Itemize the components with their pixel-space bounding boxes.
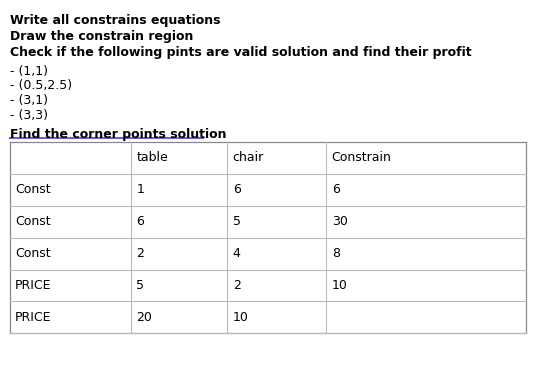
Text: Const: Const [15,183,51,196]
Text: 2: 2 [136,247,144,260]
Text: - (3,3): - (3,3) [10,109,48,122]
Text: 6: 6 [136,215,144,228]
Text: PRICE: PRICE [15,311,51,324]
Text: chair: chair [233,151,264,165]
Text: Check if the following pints are valid solution and find their profit: Check if the following pints are valid s… [10,46,471,59]
Text: - (0.5,2.5): - (0.5,2.5) [10,79,72,92]
Text: PRICE: PRICE [15,279,51,292]
Text: Find the corner points solution: Find the corner points solution [10,128,226,141]
Text: 1: 1 [136,183,144,196]
Text: 6: 6 [233,183,241,196]
Text: Constrain: Constrain [332,151,392,165]
Text: - (1,1): - (1,1) [10,65,48,77]
Text: table: table [136,151,168,165]
Text: Const: Const [15,247,51,260]
Text: 10: 10 [233,311,249,324]
Text: 5: 5 [136,279,144,292]
Text: 30: 30 [332,215,348,228]
Text: 5: 5 [233,215,241,228]
Text: 2: 2 [233,279,241,292]
Text: Write all constrains equations: Write all constrains equations [10,14,220,26]
Text: 8: 8 [332,247,340,260]
Text: 4: 4 [233,247,241,260]
Text: 20: 20 [136,311,152,324]
Text: Draw the constrain region: Draw the constrain region [10,30,193,43]
Text: 6: 6 [332,183,340,196]
Text: 10: 10 [332,279,348,292]
Text: Const: Const [15,215,51,228]
Text: - (3,1): - (3,1) [10,94,48,107]
